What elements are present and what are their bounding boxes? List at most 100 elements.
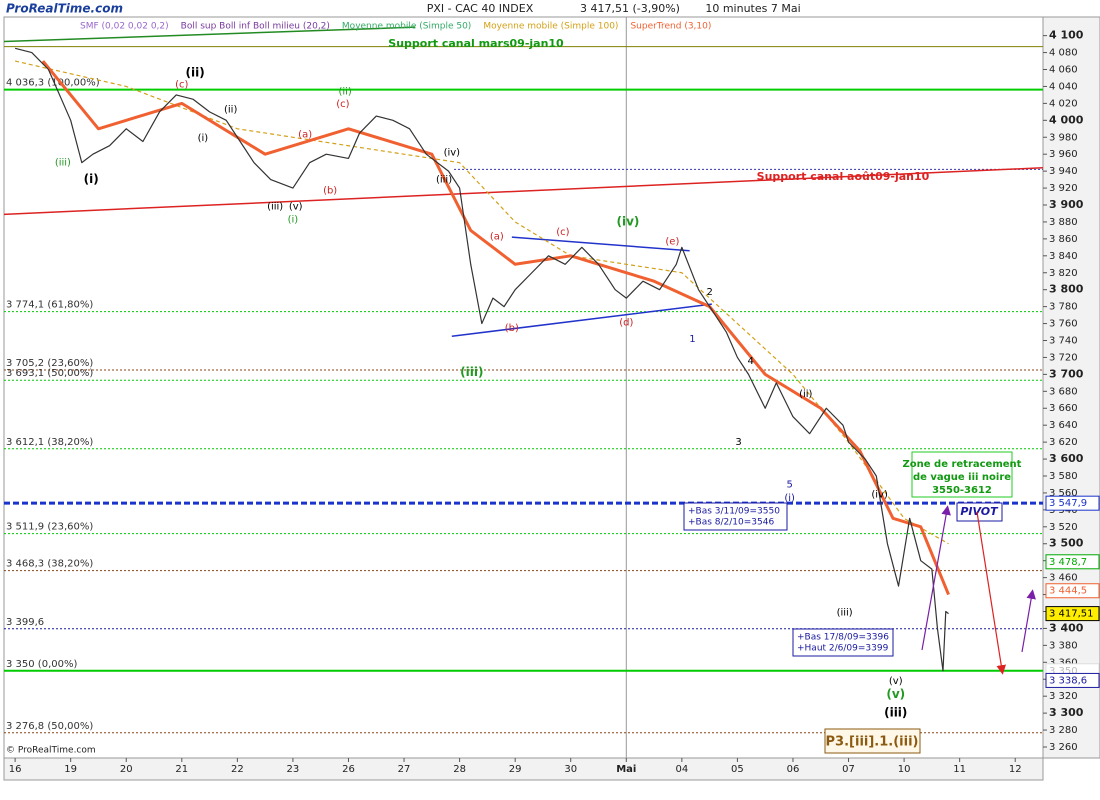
price-tag xyxy=(1045,606,1100,622)
annotation: Support canal mars09-jan10 xyxy=(388,37,564,50)
price-tag-label: 3 338,6 xyxy=(1049,675,1087,686)
x-tick-label: 22 xyxy=(231,764,244,775)
count-box xyxy=(824,728,921,754)
y-tick-label: 3 280 xyxy=(1049,725,1078,736)
x-tick-label: 28 xyxy=(453,764,466,775)
wave-label: (c) xyxy=(556,227,569,238)
wave-label: (ii) xyxy=(799,389,812,400)
wave-label: (iv) xyxy=(871,490,888,501)
level-label: 3 468,3 (38,20%) xyxy=(6,559,93,570)
x-tick-label: 29 xyxy=(509,764,522,775)
y-axis-band xyxy=(1042,16,1100,759)
annotation: P3.[iii].1.(iii) xyxy=(826,735,919,750)
level-label: 3 612,1 (38,20%) xyxy=(6,437,93,448)
y-tick-label: 4 100 xyxy=(1049,29,1084,42)
wave-label: (ii) xyxy=(338,87,351,98)
x-tick-label: 05 xyxy=(731,764,744,775)
y-tick-label: 3 720 xyxy=(1049,352,1078,363)
legend-entry: SuperTrend (3,10) xyxy=(630,22,711,32)
y-tick-label: 3 520 xyxy=(1049,522,1078,533)
y-tick-label: 3 940 xyxy=(1049,166,1078,177)
y-tick-label: 3 960 xyxy=(1049,149,1078,160)
wave-label: (iii) xyxy=(267,202,283,213)
wave-label: (iii) xyxy=(55,158,71,169)
y-tick-label: 3 740 xyxy=(1049,335,1078,346)
x-tick-label: 06 xyxy=(787,764,800,775)
y-tick-label: 3 620 xyxy=(1049,437,1078,448)
price-tag-label: 3 547,9 xyxy=(1049,498,1087,509)
y-tick-label: 4 080 xyxy=(1049,48,1078,59)
y-tick-label: 4 000 xyxy=(1049,113,1084,126)
annotation: de vague iii noire xyxy=(913,472,1011,483)
price-tag xyxy=(1045,672,1100,688)
y-tick-label: 3 660 xyxy=(1049,403,1078,414)
wave-label: (b) xyxy=(505,323,519,334)
wave-label: (v) xyxy=(889,676,903,687)
x-tick-label: 21 xyxy=(175,764,188,775)
price-tag-label: 3 417,51 xyxy=(1049,609,1094,620)
arrow xyxy=(976,511,1006,675)
price-tag-label: 3 444,5 xyxy=(1049,586,1087,597)
y-tick-label: 3 920 xyxy=(1049,183,1078,194)
wave-label: (c) xyxy=(175,80,188,91)
wave-label: (i) xyxy=(84,172,99,186)
wave-label: (iii) xyxy=(460,365,483,379)
y-tick-label: 3 580 xyxy=(1049,471,1078,482)
series-line xyxy=(14,47,949,672)
y-tick-label: 3 300 xyxy=(1049,706,1084,719)
x-tick-label: 07 xyxy=(842,764,855,775)
info-box xyxy=(792,628,894,657)
wave-label: (iii) xyxy=(884,706,907,720)
trend-line xyxy=(3,26,416,43)
wave-label: (v) xyxy=(886,687,905,701)
legend-entry: Moyenne mobile (Simple 50) xyxy=(342,22,471,32)
x-tick-label: 11 xyxy=(953,764,966,775)
wave-label: (c) xyxy=(336,99,349,110)
wave-label: (e) xyxy=(665,236,679,247)
x-tick-label: 26 xyxy=(342,764,355,775)
annotation: PIVOT xyxy=(960,505,999,518)
wave-label: 5 xyxy=(786,479,792,490)
y-tick-label: 3 980 xyxy=(1049,132,1078,143)
wave-label: (iii) xyxy=(436,175,452,186)
wave-label: (i) xyxy=(288,214,299,225)
annotation: +Bas 3/11/09=3550 xyxy=(688,507,780,517)
wave-label: (d) xyxy=(619,318,633,329)
x-axis-band xyxy=(3,757,1044,781)
y-tick-label: 3 800 xyxy=(1049,283,1084,296)
wave-label: (iii) xyxy=(837,607,853,618)
series-line xyxy=(14,60,949,545)
level-label: 4 036,3 (100,00%) xyxy=(6,78,100,89)
legend-entry: Moyenne mobile (Simple 100) xyxy=(483,22,618,32)
annotation: Zone de retracement xyxy=(903,459,1022,470)
x-tick-label: Mai xyxy=(616,764,636,775)
arrow xyxy=(1021,589,1036,653)
y-tick-label: 4 020 xyxy=(1049,98,1078,109)
wave-label: 3 xyxy=(735,437,741,448)
trend-line xyxy=(511,236,690,252)
level-label: 3 511,9 (23,60%) xyxy=(6,522,93,533)
chart-period: 10 minutes 7 Mai xyxy=(705,2,800,15)
price-tag-label: 3 350 xyxy=(1049,666,1078,677)
copyright: © ProRealTime.com xyxy=(6,746,96,756)
y-tick-label: 3 900 xyxy=(1049,198,1084,211)
y-tick-label: 4 060 xyxy=(1049,65,1078,76)
y-tick-label: 3 500 xyxy=(1049,537,1084,550)
y-tick-label: 3 840 xyxy=(1049,251,1078,262)
x-tick-label: 27 xyxy=(398,764,411,775)
level-label: 3 705,2 (23,60%) xyxy=(6,358,93,369)
price-tag xyxy=(1045,583,1100,599)
wave-label: (v) xyxy=(289,202,303,213)
annotation: Support canal août09-jan10 xyxy=(757,170,930,183)
annotation: +Bas 17/8/09=3396 xyxy=(797,633,889,643)
y-tick-label: 4 040 xyxy=(1049,81,1078,92)
x-tick-label: 19 xyxy=(64,764,77,775)
annotation: 3550-3612 xyxy=(932,485,992,496)
y-tick-label: 3 760 xyxy=(1049,319,1078,330)
annotation: +Haut 2/6/09=3399 xyxy=(797,644,889,654)
x-tick-label: 16 xyxy=(9,764,22,775)
wave-label: (a) xyxy=(490,231,504,242)
y-tick-label: 3 600 xyxy=(1049,452,1084,465)
wave-label: (b) xyxy=(323,186,337,197)
